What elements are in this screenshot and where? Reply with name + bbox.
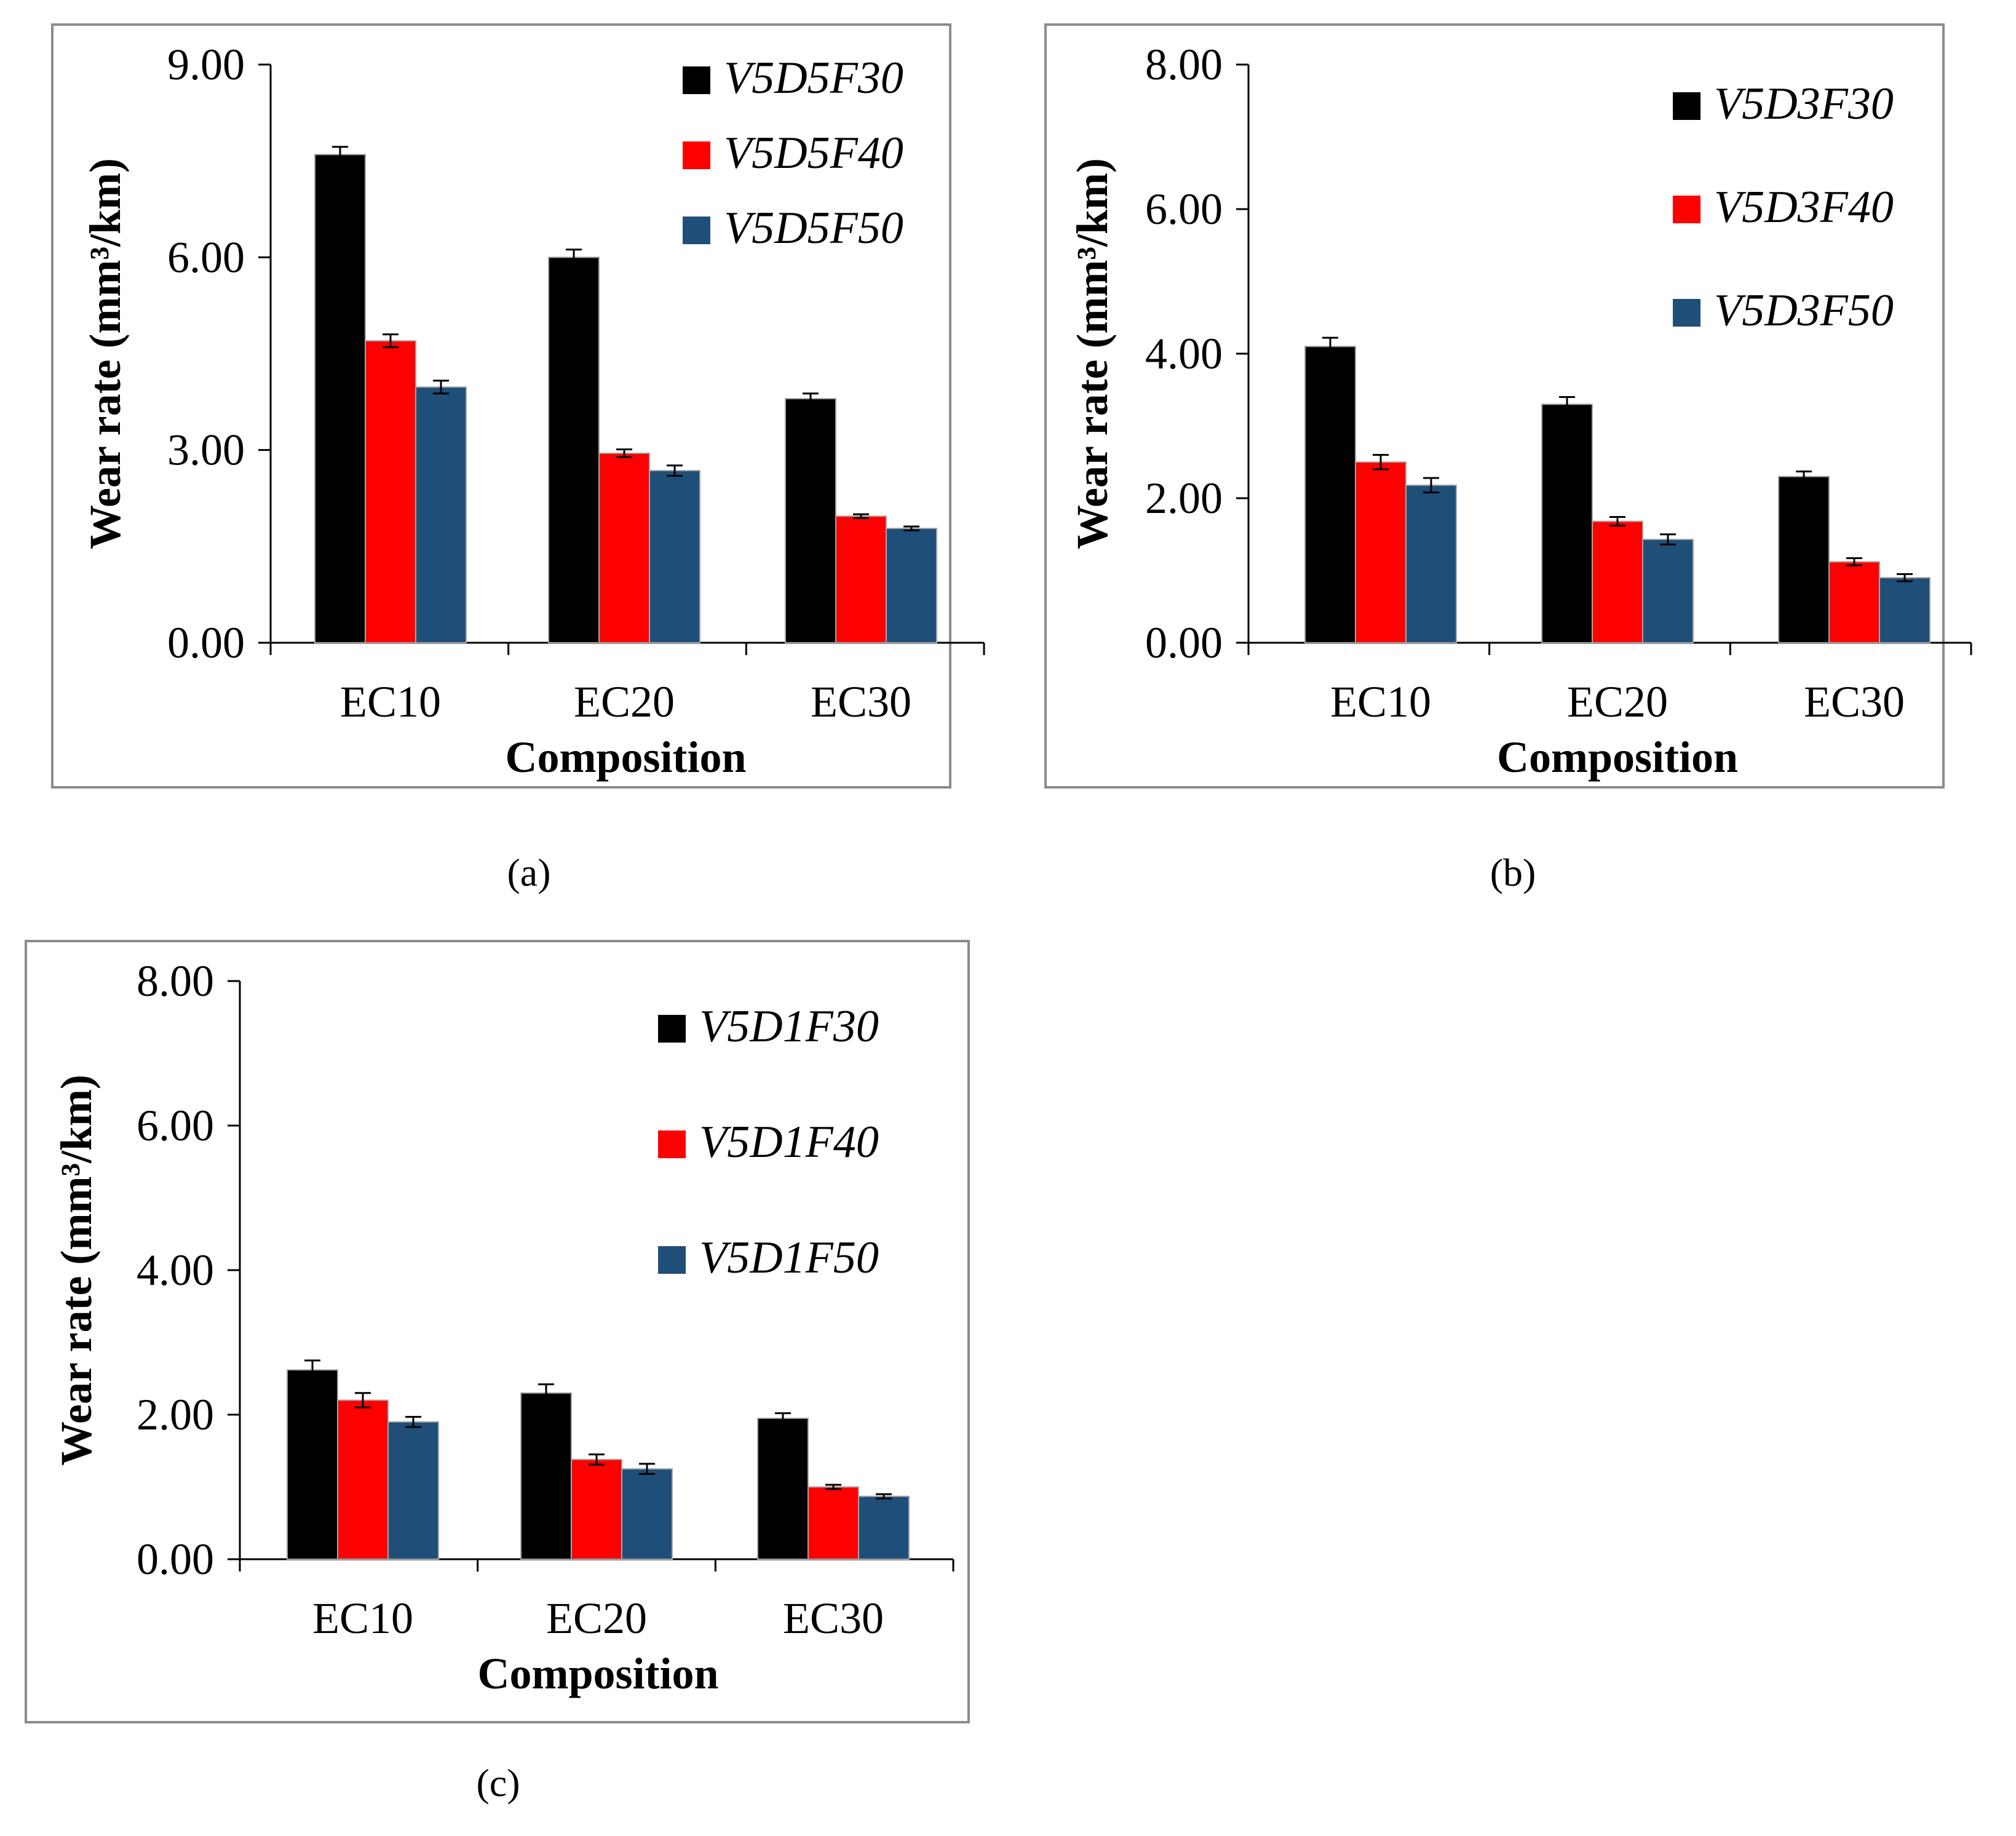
bar-V5D1F40-EC20 [571,1458,622,1560]
panel-frame [25,940,970,1723]
bar-V5D3F30-EC20 [1541,403,1593,643]
legend-label: V5D1F30 [699,1001,879,1052]
bar-V5D5F50-EC20 [649,470,700,643]
legend-swatch [683,66,710,94]
x-tick-label: EC20 [1567,677,1668,726]
bar-V5D3F30-EC10 [1304,346,1356,643]
panel-caption: (b) [1490,851,1536,894]
bar-V5D5F30-EC30 [785,398,836,643]
x-tick-label: EC20 [574,677,675,726]
y-tick-label: 0.00 [1145,618,1223,667]
y-tick-label: 4.00 [137,1246,214,1295]
panel-frame [1044,23,1945,789]
legend-swatch [1673,299,1701,327]
legend-label: V5D1F40 [699,1117,879,1167]
bar-V5D5F30-EC20 [548,256,600,644]
legend-swatch [658,1246,686,1274]
x-axis-title: Composition [1497,733,1738,782]
y-axis-title: Wear rate (mm³/km) [81,158,130,549]
bar-V5D3F50-EC20 [1642,538,1694,643]
legend-swatch [658,1131,686,1158]
legend-swatch [683,217,710,244]
bar-V5D5F50-EC10 [415,386,467,643]
bar-V5D3F40-EC20 [1592,520,1643,643]
y-tick-label: 9.00 [167,40,245,89]
legend-label: V5D1F50 [699,1233,879,1283]
x-tick-label: EC10 [340,677,441,726]
bar-V5D1F50-EC30 [858,1495,910,1560]
legend-label: V5D5F50 [724,203,903,253]
panel-caption: (c) [476,1761,520,1805]
chart-panel-b: 0.00 2.00 4.00 6.00 8.00 EC10 EC20 EC30 Composit… [1044,23,1972,894]
bar-V5D1F50-EC10 [387,1421,439,1560]
bar-V5D3F30-EC30 [1778,475,1830,643]
bar-V5D1F50-EC20 [621,1468,673,1560]
legend-label: V5D3F50 [1714,285,1894,336]
x-tick-label: EC30 [783,1594,884,1643]
y-tick-label: 3.00 [167,426,245,475]
chart-panel-c: 0.00 2.00 4.00 6.00 8.00 EC10 EC20 EC30 Composit… [25,940,970,1805]
chart-panel-a: 0.00 3.00 6.00 9.00 EC10 EC20 EC30 Composition W… [51,23,985,894]
y-tick-label: 2.00 [1145,474,1223,523]
x-tick-label: EC30 [811,677,911,726]
x-tick-label: EC10 [312,1594,413,1643]
y-tick-label: 8.00 [137,956,214,1006]
legend-swatch [658,1015,686,1043]
y-tick-label: 6.00 [167,232,245,282]
legend-swatch [683,141,710,169]
bar-V5D1F40-EC10 [337,1399,389,1560]
x-tick-label: EC10 [1330,677,1431,726]
y-tick-label: 6.00 [1145,185,1223,234]
y-axis-title: Wear rate (mm³/km) [52,1075,101,1466]
bar-V5D3F50-EC10 [1405,484,1457,643]
panel-caption: (a) [507,851,550,894]
legend-label: V5D5F30 [724,53,903,103]
y-tick-label: 8.00 [1145,40,1223,89]
y-tick-label: 2.00 [137,1390,214,1439]
legend-label: V5D5F40 [724,128,903,178]
bar-V5D1F40-EC30 [808,1486,859,1560]
bar-V5D5F30-EC10 [314,154,366,643]
y-tick-label: 4.00 [1145,329,1223,378]
x-axis-title: Composition [477,1649,718,1698]
bar-V5D3F50-EC30 [1879,577,1931,643]
bar-V5D5F40-EC20 [598,452,650,644]
bar-V5D5F50-EC30 [886,528,937,643]
x-tick-label: EC20 [546,1594,647,1643]
legend-swatch [1673,196,1701,223]
legend-label: V5D3F40 [1714,182,1894,232]
y-axis-title: Wear rate (mm³/km) [1068,158,1117,549]
bar-V5D1F30-EC10 [287,1369,338,1560]
bar-V5D1F30-EC20 [520,1392,572,1560]
legend-label: V5D3F30 [1714,79,1894,129]
x-axis-title: Composition [505,733,746,782]
y-tick-label: 0.00 [137,1535,214,1584]
bar-V5D3F40-EC10 [1355,461,1407,643]
legend-swatch [1673,92,1701,120]
bar-V5D3F40-EC30 [1828,561,1880,644]
y-tick-label: 0.00 [167,618,245,667]
x-tick-label: EC30 [1804,677,1905,726]
bar-V5D5F40-EC10 [365,340,416,643]
bar-V5D1F30-EC30 [757,1417,809,1560]
bar-V5D5F40-EC30 [835,515,887,643]
y-tick-label: 6.00 [137,1101,214,1150]
